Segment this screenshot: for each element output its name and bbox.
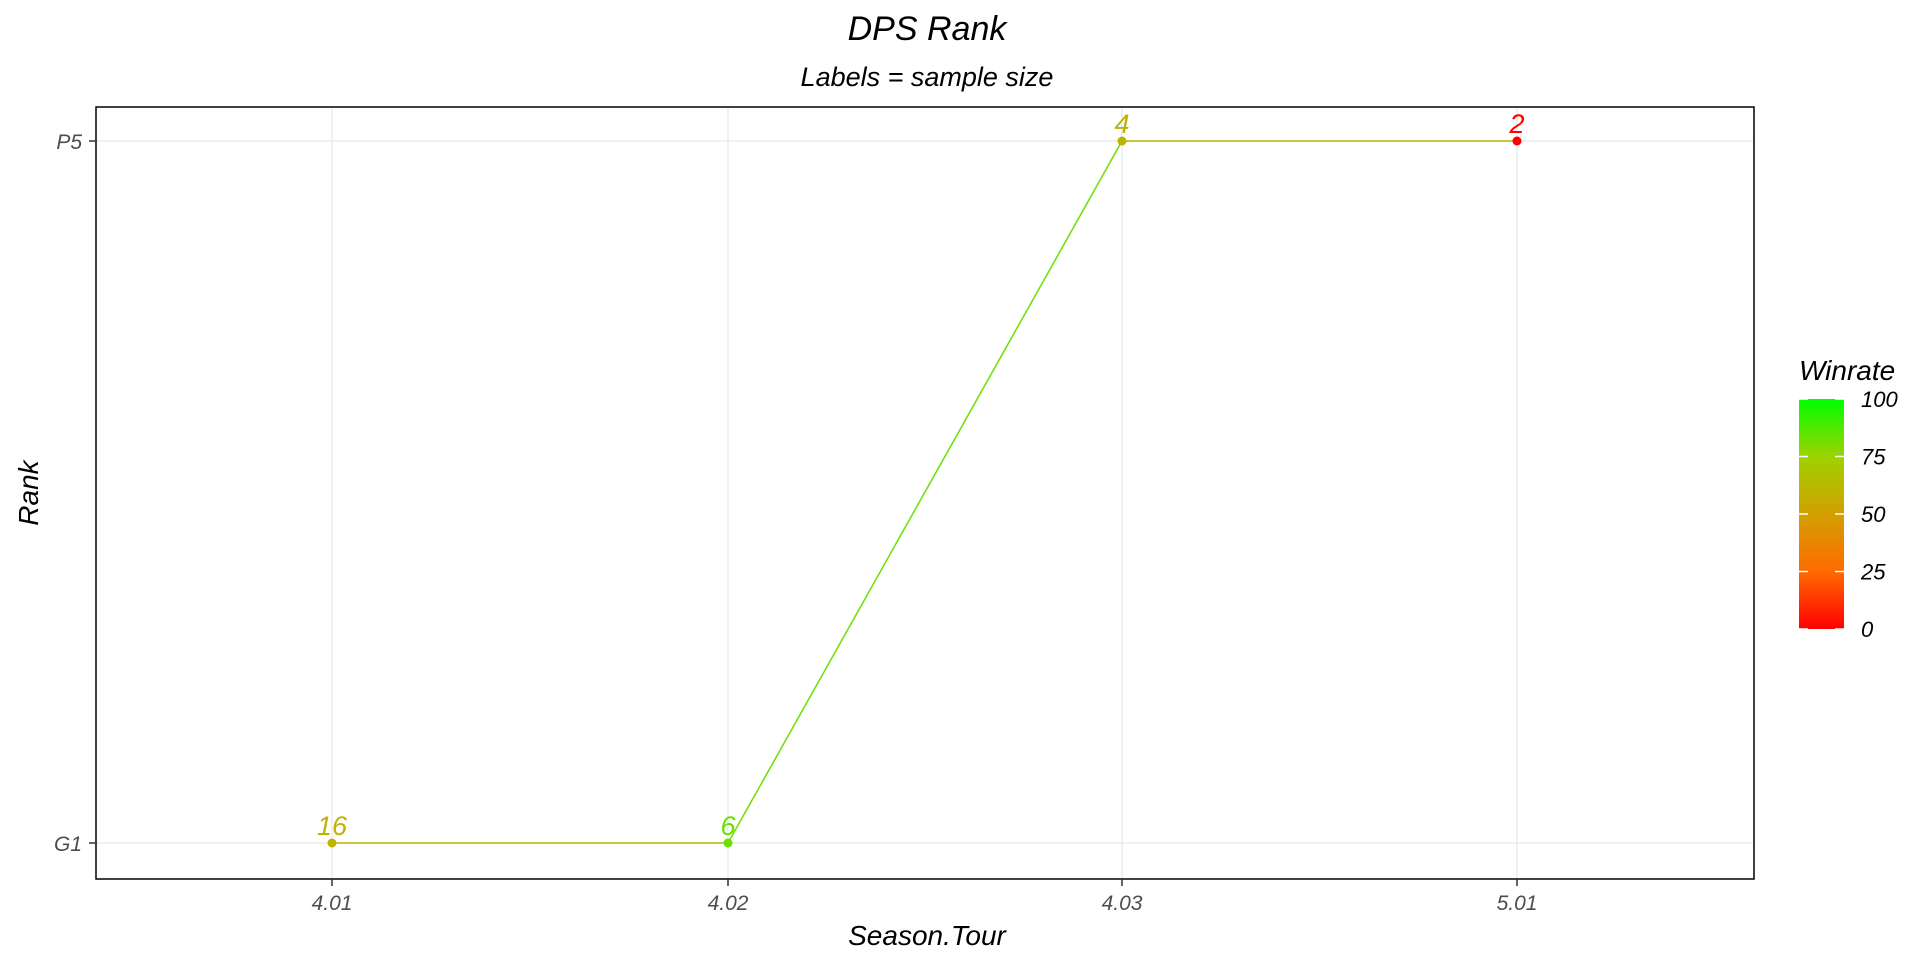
- x-axis-title: Season.Tour: [848, 920, 1007, 951]
- x-tick-label: 4.03: [1102, 892, 1143, 915]
- data-point: [1117, 136, 1127, 146]
- series-line-segment: [727, 140, 1123, 844]
- y-tick-label: G1: [54, 833, 82, 856]
- legend: Winrate 100 75 50 25 0: [1799, 355, 1898, 642]
- y-tick-labels: G1 P5: [54, 131, 96, 856]
- chart-title: DPS Rank: [848, 10, 1009, 48]
- data-point: [1512, 136, 1522, 146]
- chart-subtitle: Labels = sample size: [801, 62, 1054, 92]
- data-point: [723, 838, 733, 848]
- data-labels: 16 6 4 2: [317, 109, 1525, 841]
- legend-tick-label: 0: [1861, 617, 1874, 642]
- data-label: 2: [1508, 109, 1524, 139]
- y-axis-title: Rank: [13, 458, 44, 525]
- series-lines: [332, 140, 1517, 844]
- x-tick-label: 4.01: [312, 892, 353, 915]
- legend-title: Winrate: [1799, 355, 1895, 386]
- legend-ticks: 100 75 50 25 0: [1799, 387, 1898, 642]
- data-point: [327, 838, 337, 848]
- data-label: 16: [317, 811, 348, 841]
- legend-tick-label: 25: [1860, 560, 1886, 585]
- y-tick-label: P5: [56, 131, 82, 154]
- x-tick-label: 5.01: [1497, 892, 1538, 915]
- series-points: [327, 136, 1522, 848]
- data-label: 6: [720, 811, 736, 841]
- data-label: 4: [1114, 109, 1129, 139]
- legend-tick-label: 50: [1861, 502, 1886, 527]
- legend-tick-label: 75: [1861, 445, 1886, 470]
- legend-tick-label: 100: [1861, 387, 1898, 412]
- x-tick-labels: 4.01 4.02 4.03 5.01: [312, 879, 1538, 915]
- x-tick-label: 4.02: [708, 892, 749, 915]
